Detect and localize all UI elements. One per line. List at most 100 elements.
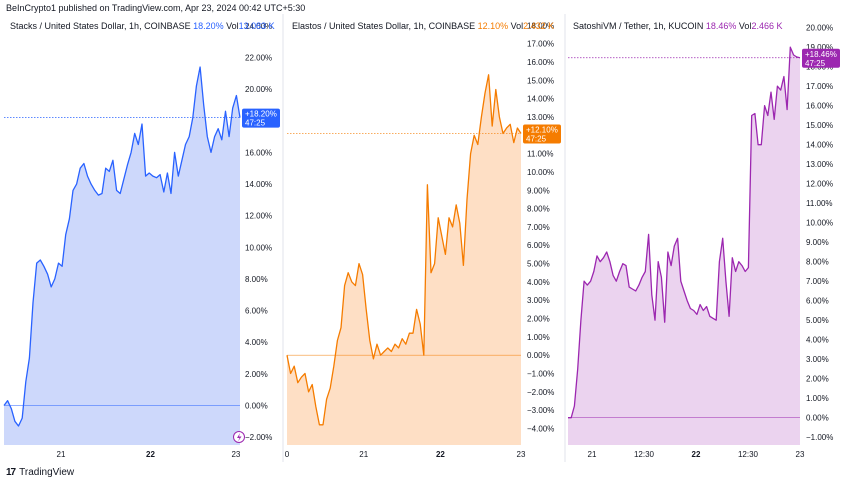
vol-label: Vol bbox=[226, 21, 239, 31]
y-tick-label: 3.00% bbox=[806, 355, 829, 364]
y-tick-label: −1.00% bbox=[527, 370, 554, 379]
y-tick-label: 3.00% bbox=[527, 296, 550, 305]
y-tick-label: 14.00% bbox=[245, 180, 272, 189]
x-tick-label: 21 bbox=[359, 450, 368, 459]
chart-header: Stacks / United States Dollar, 1h, COINB… bbox=[10, 21, 275, 31]
y-tick-label: 8.00% bbox=[527, 205, 550, 214]
vol-label: Vol bbox=[739, 21, 752, 31]
y-tick-label: 6.00% bbox=[806, 297, 829, 306]
y-tick-label: 0.00% bbox=[806, 414, 829, 423]
price-flag-value: +18.20% bbox=[245, 110, 277, 119]
y-tick-label: −4.00% bbox=[527, 425, 554, 434]
price-flag-time: 47:25 bbox=[526, 134, 547, 143]
x-tick-label: 22 bbox=[692, 450, 701, 459]
chart-panel-1: −2.00% 0.00% 2.00% 4.00% 6.00% 8.00% 10.00% 12.… bbox=[3, 21, 280, 459]
y-tick-label: 14.00% bbox=[527, 95, 554, 104]
series-line bbox=[3, 66, 241, 427]
chart-panel-3: −1.00% 0.00% 1.00% 2.00% 3.00% 4.00% 5.00% 6.00… bbox=[568, 21, 840, 459]
y-tick-label: 15.00% bbox=[527, 76, 554, 85]
vol-value: 2.466 K bbox=[751, 21, 782, 31]
price-flag bbox=[242, 108, 280, 128]
tradingview-logo-icon: 17 bbox=[6, 467, 16, 478]
x-tick-label: 21 bbox=[588, 450, 597, 459]
y-tick-label: 11.00% bbox=[527, 150, 554, 159]
symbol-label: Stacks / United States Dollar, 1h, COINB… bbox=[10, 21, 193, 31]
area-fill bbox=[4, 67, 240, 445]
y-tick-label: 17.00% bbox=[806, 82, 833, 91]
symbol-label: Elastos / United States Dollar, 1h, COIN… bbox=[292, 21, 478, 31]
chart-panel-2: −4.00% −3.00% −2.00% −1.00% 0.00% 1.00% 2.00% 3… bbox=[285, 21, 561, 459]
footer-brand[interactable]: 17 TradingView bbox=[6, 467, 74, 478]
y-tick-label: 6.00% bbox=[245, 307, 268, 316]
publisher-caption: BeInCrypto1 published on TradingView.com… bbox=[6, 3, 306, 13]
price-flag bbox=[523, 124, 561, 144]
vol-value: 2.432 K bbox=[523, 21, 554, 31]
x-tick-label: 12:30 bbox=[738, 450, 759, 459]
change-label: 18.46% bbox=[706, 21, 739, 31]
y-tick-label: 8.00% bbox=[245, 275, 268, 284]
area-fill bbox=[287, 74, 521, 446]
y-tick-label: 10.00% bbox=[806, 219, 833, 228]
y-tick-label: 12.00% bbox=[245, 212, 272, 221]
x-tick-label: 22 bbox=[436, 450, 445, 459]
y-tick-label: 2.00% bbox=[527, 315, 550, 324]
series-line bbox=[286, 74, 522, 426]
price-flag bbox=[802, 48, 840, 68]
y-tick-label: 14.00% bbox=[806, 141, 833, 150]
y-tick-label: 15.00% bbox=[806, 121, 833, 130]
change-label: 12.10% bbox=[478, 21, 511, 31]
y-tick-label: 17.00% bbox=[527, 40, 554, 49]
x-tick-label: 21 bbox=[57, 450, 66, 459]
change-label: 18.20% bbox=[193, 21, 226, 31]
y-tick-label: 5.00% bbox=[806, 316, 829, 325]
y-tick-label: 24.00% bbox=[245, 22, 272, 31]
y-tick-label: −2.00% bbox=[527, 388, 554, 397]
y-tick-label: 10.00% bbox=[245, 243, 272, 252]
chart-header: Elastos / United States Dollar, 1h, COIN… bbox=[292, 21, 554, 31]
y-tick-label: 0.00% bbox=[527, 351, 550, 360]
x-tick-label: 23 bbox=[231, 450, 240, 459]
y-tick-label: −3.00% bbox=[527, 406, 554, 415]
y-tick-label: 1.00% bbox=[806, 394, 829, 403]
y-tick-label: 22.00% bbox=[245, 54, 272, 63]
vol-label: Vol bbox=[511, 21, 524, 31]
y-tick-label: 11.00% bbox=[806, 199, 833, 208]
y-tick-label: 7.00% bbox=[527, 223, 550, 232]
y-tick-label: 9.00% bbox=[806, 238, 829, 247]
y-tick-label: 4.00% bbox=[527, 278, 550, 287]
y-tick-label: −2.00% bbox=[245, 433, 272, 442]
y-tick-label: 20.00% bbox=[245, 85, 272, 94]
symbol-label: SatoshiVM / Tether, 1h, KUCOIN bbox=[573, 21, 706, 31]
x-tick-label: 23 bbox=[517, 450, 526, 459]
x-tick-label: 22 bbox=[146, 450, 155, 459]
y-tick-label: 4.00% bbox=[806, 336, 829, 345]
y-tick-label: 20.00% bbox=[806, 24, 833, 33]
x-tick-label: 0 bbox=[285, 450, 290, 459]
y-tick-label: 10.00% bbox=[527, 168, 554, 177]
lightning-icon bbox=[233, 431, 245, 443]
y-tick-label: 8.00% bbox=[806, 258, 829, 267]
price-flag-value: +12.10% bbox=[526, 125, 558, 134]
vol-value: 13.083 K bbox=[239, 21, 275, 31]
y-tick-label: 13.00% bbox=[527, 113, 554, 122]
price-flag-time: 47:25 bbox=[805, 59, 826, 68]
series-line bbox=[568, 46, 801, 419]
y-tick-label: 19.00% bbox=[806, 43, 833, 52]
y-tick-label: 18.00% bbox=[527, 21, 554, 30]
y-tick-label: 9.00% bbox=[527, 186, 550, 195]
y-tick-label: 12.00% bbox=[806, 180, 833, 189]
y-tick-label: 13.00% bbox=[806, 160, 833, 169]
y-tick-label: 16.00% bbox=[806, 102, 833, 111]
x-tick-label: 12:30 bbox=[634, 450, 655, 459]
price-flag-value: +18.46% bbox=[805, 50, 837, 59]
x-tick-label: 23 bbox=[796, 450, 805, 459]
price-flag-time: 47:25 bbox=[245, 119, 266, 128]
y-tick-label: 6.00% bbox=[527, 241, 550, 250]
area-fill bbox=[568, 47, 800, 445]
y-tick-label: 16.00% bbox=[527, 58, 554, 67]
y-tick-label: 0.00% bbox=[245, 401, 268, 410]
y-tick-label: 2.00% bbox=[806, 375, 829, 384]
y-tick-label: −1.00% bbox=[806, 433, 833, 442]
footer-brand-label: TradingView bbox=[19, 467, 75, 478]
